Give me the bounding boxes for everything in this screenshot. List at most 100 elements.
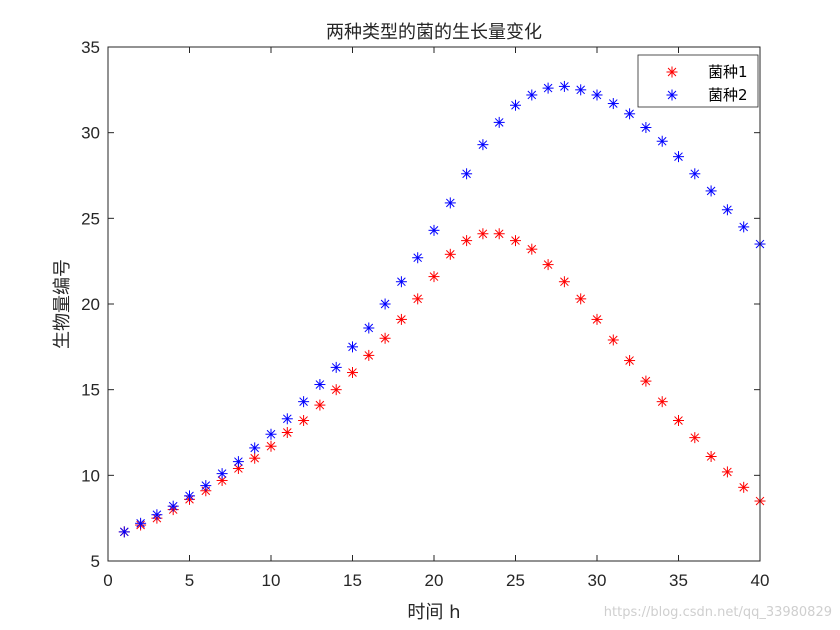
x-tick-label: 30 [588, 571, 607, 590]
data-point-series-2 [298, 396, 310, 408]
data-point-series-1 [363, 349, 375, 361]
x-tick-label: 0 [103, 571, 112, 590]
data-point-series-2 [640, 122, 652, 134]
x-tick-label: 10 [262, 571, 281, 590]
data-point-series-1 [591, 313, 603, 325]
x-axis-label: 时间 h [407, 602, 460, 623]
data-point-series-1 [265, 440, 277, 452]
data-point-series-1 [395, 313, 407, 325]
x-tick-label: 20 [425, 571, 444, 590]
data-point-series-2 [395, 276, 407, 288]
data-point-series-1 [738, 481, 750, 493]
data-point-series-2 [673, 151, 684, 163]
data-point-series-2 [151, 509, 163, 521]
data-point-series-1 [281, 427, 293, 438]
data-point-series-1 [673, 415, 684, 427]
data-point-series-1 [526, 243, 538, 255]
data-point-series-2 [379, 298, 391, 310]
data-point-series-2 [428, 224, 440, 236]
legend: 菌种1 菌种2 [637, 54, 759, 108]
y-tick-label: 5 [91, 552, 100, 571]
data-point-series-2 [135, 517, 147, 529]
y-axis-label: 生物量编号 [52, 259, 73, 349]
data-point-series-1 [298, 415, 310, 427]
x-tick-label: 40 [751, 571, 770, 590]
data-point-series-1 [216, 474, 228, 486]
data-point-series-1 [558, 276, 570, 288]
data-point-series-2 [510, 99, 521, 111]
data-point-series-2 [558, 80, 570, 92]
data-point-series-2 [738, 221, 750, 233]
data-point-series-1 [444, 248, 456, 260]
data-point-series-1 [624, 355, 636, 367]
data-point-series-1 [640, 375, 652, 387]
data-point-series-2 [526, 89, 538, 101]
data-points [118, 80, 766, 538]
data-point-series-1 [542, 259, 554, 271]
legend-star-series-2 [666, 89, 678, 101]
data-point-series-2 [461, 168, 473, 180]
legend-label-series-1: 菌种1 [708, 63, 748, 81]
data-point-series-2 [281, 413, 293, 425]
data-point-series-2 [347, 341, 358, 353]
data-point-series-1 [607, 334, 619, 346]
x-tick-label: 5 [185, 571, 194, 590]
data-point-series-2 [232, 456, 244, 468]
data-point-series-1 [656, 396, 668, 408]
data-point-series-2 [118, 526, 130, 538]
data-point-series-1 [689, 432, 701, 444]
data-point-series-2 [200, 480, 212, 492]
data-point-series-2 [363, 322, 375, 334]
data-point-series-2 [330, 361, 342, 373]
y-tick-label: 10 [81, 466, 100, 485]
data-point-series-2 [721, 204, 733, 216]
data-point-series-2 [184, 490, 195, 502]
x-tick-label: 15 [343, 571, 362, 590]
y-tick-label: 15 [81, 381, 100, 400]
data-point-series-1 [379, 332, 391, 344]
plot-area [108, 47, 760, 561]
data-point-series-1 [314, 399, 326, 411]
data-point-series-2 [705, 185, 717, 197]
data-point-series-1 [461, 235, 473, 247]
y-tick-label: 30 [81, 124, 100, 143]
data-point-series-2 [216, 468, 228, 480]
data-point-series-1 [412, 293, 424, 305]
data-point-series-1 [705, 450, 717, 462]
x-tick-label: 35 [669, 571, 688, 590]
data-point-series-2 [591, 89, 603, 101]
data-point-series-2 [656, 135, 668, 147]
data-point-series-2 [412, 252, 424, 264]
y-tick-label: 25 [81, 209, 100, 228]
data-point-series-1 [347, 367, 358, 379]
legend-star-series-1 [666, 66, 678, 78]
data-point-series-2 [542, 82, 554, 94]
data-point-series-2 [249, 442, 261, 454]
data-point-series-2 [314, 379, 326, 391]
data-point-series-2 [624, 108, 636, 120]
legend-marker-series-2 [666, 89, 678, 101]
data-point-series-1 [330, 384, 342, 396]
data-point-series-2 [265, 428, 277, 440]
data-point-series-1 [428, 271, 440, 283]
legend-box [637, 54, 759, 108]
watermark-text: https://blog.csdn.net/qq_33980829 [604, 605, 832, 620]
data-point-series-1 [477, 228, 489, 240]
data-point-series-2 [477, 139, 489, 151]
data-point-series-2 [689, 168, 701, 180]
data-point-series-1 [493, 228, 505, 240]
data-point-series-1 [510, 235, 521, 247]
y-tick-label: 20 [81, 295, 100, 314]
data-point-series-2 [493, 116, 505, 128]
data-point-series-2 [607, 98, 619, 110]
data-point-series-2 [167, 500, 179, 512]
data-point-series-2 [444, 197, 456, 209]
y-tick-label: 35 [81, 38, 100, 57]
data-point-series-2 [575, 84, 587, 96]
legend-label-series-2: 菌种2 [708, 86, 748, 104]
data-point-series-1 [249, 452, 261, 464]
data-point-series-1 [721, 466, 733, 478]
chart-title: 两种类型的菌的生长量变化 [326, 22, 542, 43]
